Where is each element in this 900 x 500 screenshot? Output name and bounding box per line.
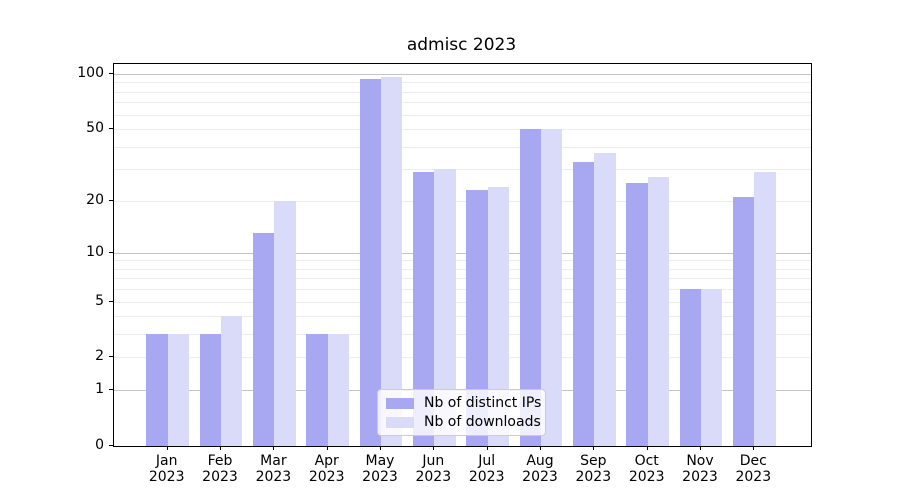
x-tick-label-aug: Aug 2023 — [522, 453, 558, 485]
x-tick-label-jan: Jan 2023 — [148, 453, 185, 485]
y-tick-mark-5 — [109, 300, 113, 302]
x-tick-label-dec: Dec 2023 — [735, 453, 772, 485]
y-tick-label-100: 100 — [77, 65, 104, 81]
bar-downloads-mar — [274, 200, 296, 446]
y-tick-mark-10 — [109, 251, 113, 253]
y-tick-label-0: 0 — [95, 437, 104, 453]
bar-downloads-dec — [754, 171, 776, 446]
gridline-minor-50 — [114, 129, 811, 131]
y-tick-mark-100 — [109, 73, 113, 74]
bar-distinct-ips-feb — [199, 334, 221, 446]
bar-distinct-ips-may — [359, 78, 381, 446]
bar-downloads-oct — [647, 177, 669, 446]
gridline-minor-90 — [114, 82, 811, 84]
bar-distinct-ips-jul — [466, 189, 488, 446]
bar-downloads-may — [381, 77, 403, 446]
bar-downloads-jan — [167, 334, 189, 446]
bar-downloads-jul — [487, 186, 509, 446]
y-tick-mark-2 — [109, 356, 113, 358]
gridline-minor-70 — [114, 102, 811, 104]
bar-distinct-ips-jun — [413, 171, 435, 446]
bar-distinct-ips-jan — [146, 334, 168, 446]
legend-label-downloads: Nb of downloads — [424, 414, 541, 430]
legend-swatch-downloads — [386, 416, 414, 428]
x-tick-label-feb: Feb 2023 — [202, 453, 238, 485]
bar-distinct-ips-dec — [733, 196, 755, 446]
gridline-minor-9 — [114, 260, 811, 262]
y-tick-label-1: 1 — [95, 381, 104, 398]
x-tick-mark-may — [380, 446, 381, 450]
bar-downloads-feb — [221, 316, 243, 446]
legend-item-downloads: Nb of downloads — [386, 414, 541, 430]
plot-area — [113, 63, 812, 447]
y-tick-mark-50 — [109, 128, 113, 130]
bar-downloads-apr — [327, 334, 349, 446]
y-tick-label-10: 10 — [86, 243, 104, 260]
bar-distinct-ips-apr — [306, 334, 328, 446]
x-tick-mark-feb — [220, 446, 221, 450]
gridline-minor-30 — [114, 169, 811, 171]
x-tick-label-sep: Sep 2023 — [575, 453, 612, 485]
y-tick-label-50: 50 — [86, 120, 104, 137]
x-tick-mark-aug — [540, 446, 541, 450]
bar-downloads-jun — [434, 169, 456, 446]
gridline-minor-8 — [114, 268, 811, 270]
x-tick-mark-sep — [593, 446, 595, 450]
x-tick-mark-jun — [433, 446, 435, 450]
gridline-minor-5 — [114, 301, 811, 303]
gridline-minor-60 — [114, 114, 811, 116]
legend-label-distinct-ips: Nb of distinct IPs — [424, 395, 542, 411]
x-tick-mark-oct — [646, 446, 648, 450]
gridline-minor-40 — [114, 146, 811, 148]
legend: Nb of distinct IPs Nb of downloads — [377, 389, 546, 436]
x-tick-mark-jan — [166, 446, 168, 450]
bar-distinct-ips-sep — [573, 161, 595, 446]
gridline-minor-3 — [114, 334, 811, 336]
gridline-minor-6 — [114, 289, 811, 291]
x-tick-mark-jul — [486, 446, 488, 450]
gridline-minor-7 — [114, 278, 811, 280]
x-tick-label-nov: Nov 2023 — [682, 453, 718, 485]
x-tick-label-apr: Apr 2023 — [308, 453, 345, 485]
bar-downloads-sep — [594, 152, 616, 446]
gridline-major-100 — [114, 74, 811, 75]
y-tick-label-20: 20 — [86, 191, 104, 208]
y-tick-mark-20 — [109, 199, 113, 201]
x-tick-label-jun: Jun 2023 — [415, 453, 452, 485]
x-tick-label-oct: Oct 2023 — [628, 453, 665, 485]
x-tick-mark-apr — [326, 446, 328, 450]
x-tick-mark-dec — [753, 446, 755, 450]
gridline-minor-2 — [114, 357, 811, 359]
chart-title: admisc 2023 — [406, 35, 517, 55]
y-tick-label-2: 2 — [95, 348, 104, 365]
x-tick-label-mar: Mar 2023 — [255, 453, 292, 485]
bar-distinct-ips-nov — [679, 289, 701, 446]
bar-distinct-ips-mar — [253, 233, 275, 446]
gridline-minor-4 — [114, 316, 811, 318]
y-tick-mark-1 — [109, 389, 113, 391]
legend-swatch-distinct-ips — [386, 397, 414, 409]
bar-distinct-ips-oct — [626, 183, 648, 446]
bar-downloads-nov — [701, 289, 723, 446]
gridline-major-10 — [114, 252, 811, 254]
gridline-minor-80 — [114, 91, 811, 93]
y-tick-mark-0 — [109, 445, 113, 446]
x-tick-label-may: May 2023 — [362, 453, 398, 485]
bar-distinct-ips-aug — [519, 129, 541, 446]
x-tick-label-jul: Jul 2023 — [468, 453, 505, 485]
y-tick-label-5: 5 — [95, 292, 104, 309]
bar-downloads-aug — [541, 129, 563, 446]
x-tick-mark-nov — [700, 446, 701, 450]
gridline-minor-20 — [114, 200, 811, 202]
x-tick-mark-mar — [273, 446, 275, 450]
y-axis-labels: 0 1 2 5 10 20 50 100 — [0, 63, 104, 452]
legend-item-distinct-ips: Nb of distinct IPs — [386, 395, 541, 411]
